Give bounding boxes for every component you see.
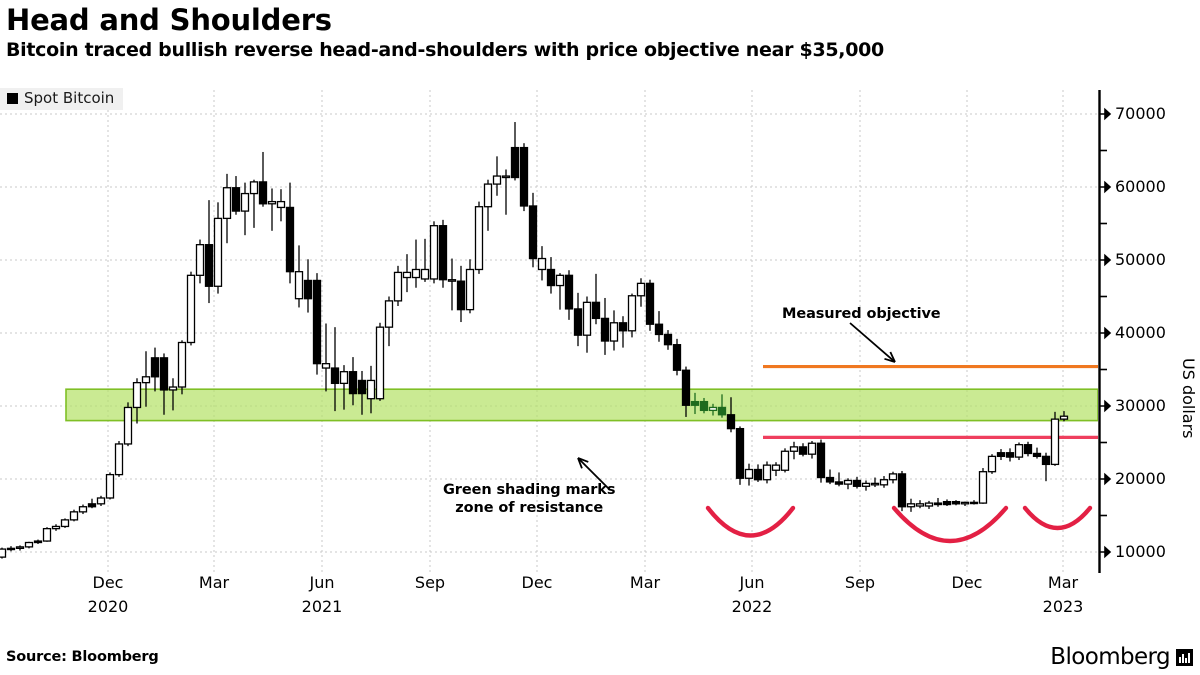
y-tick-label: 60000 xyxy=(1115,177,1166,196)
y-tick-label: 20000 xyxy=(1115,469,1166,488)
y-tick-label: 30000 xyxy=(1115,396,1166,415)
x-tick-month: Sep xyxy=(844,573,876,592)
y-tick-label: 10000 xyxy=(1115,542,1166,561)
y-tick-label: 70000 xyxy=(1115,104,1166,123)
x-tick-month: Sep xyxy=(414,573,446,592)
bloomberg-logo-icon xyxy=(1176,648,1193,666)
chart-legend[interactable]: Spot Bitcoin xyxy=(0,88,124,110)
y-axis-title: US dollars xyxy=(1179,358,1198,439)
chart-header: Head and Shoulders Bitcoin traced bullis… xyxy=(6,0,1196,62)
y-axis: 10000 20000 30000 40000 50000 60000 70000 US d… xyxy=(1098,90,1200,580)
legend-swatch-icon xyxy=(7,93,18,104)
x-tick-month: Dec xyxy=(951,573,983,592)
x-tick-year: 2023 xyxy=(1042,597,1084,616)
source-note: Source: Bloomberg xyxy=(6,649,159,665)
bloomberg-wordmark: Bloomberg xyxy=(1050,644,1170,670)
plot-area xyxy=(0,90,1098,573)
green-shading-note: Green shading marks zone of resistance xyxy=(443,482,616,516)
page-title: Head and Shoulders xyxy=(6,3,332,37)
x-tick-month: Mar xyxy=(629,573,661,592)
x-tick-year: 2020 xyxy=(87,597,129,616)
y-axis-spine xyxy=(1098,90,1112,573)
bloomberg-brand: Bloomberg xyxy=(1050,645,1193,669)
x-tick-year: 2022 xyxy=(731,597,773,616)
x-tick-month: Jun xyxy=(309,573,335,592)
legend-label: Spot Bitcoin xyxy=(24,89,115,107)
x-tick-year: 2021 xyxy=(301,597,343,616)
x-axis: Dec 2020 Mar Jun 2021 Sep Dec Mar Jun 2022 Sep Dec M… xyxy=(0,575,1200,645)
x-tick-month: Mar xyxy=(198,573,230,592)
x-tick-month: Dec xyxy=(521,573,553,592)
candlestick-chart xyxy=(0,90,1098,573)
y-tick-label: 50000 xyxy=(1115,250,1166,269)
x-tick-month: Jun xyxy=(739,573,765,592)
page-subtitle: Bitcoin traced bullish reverse head-and-… xyxy=(6,39,884,61)
y-tick-label: 40000 xyxy=(1115,323,1166,342)
measured-objective: Measured objective xyxy=(782,306,941,322)
x-tick-month: Dec xyxy=(92,573,124,592)
x-tick-month: Mar xyxy=(1047,573,1079,592)
